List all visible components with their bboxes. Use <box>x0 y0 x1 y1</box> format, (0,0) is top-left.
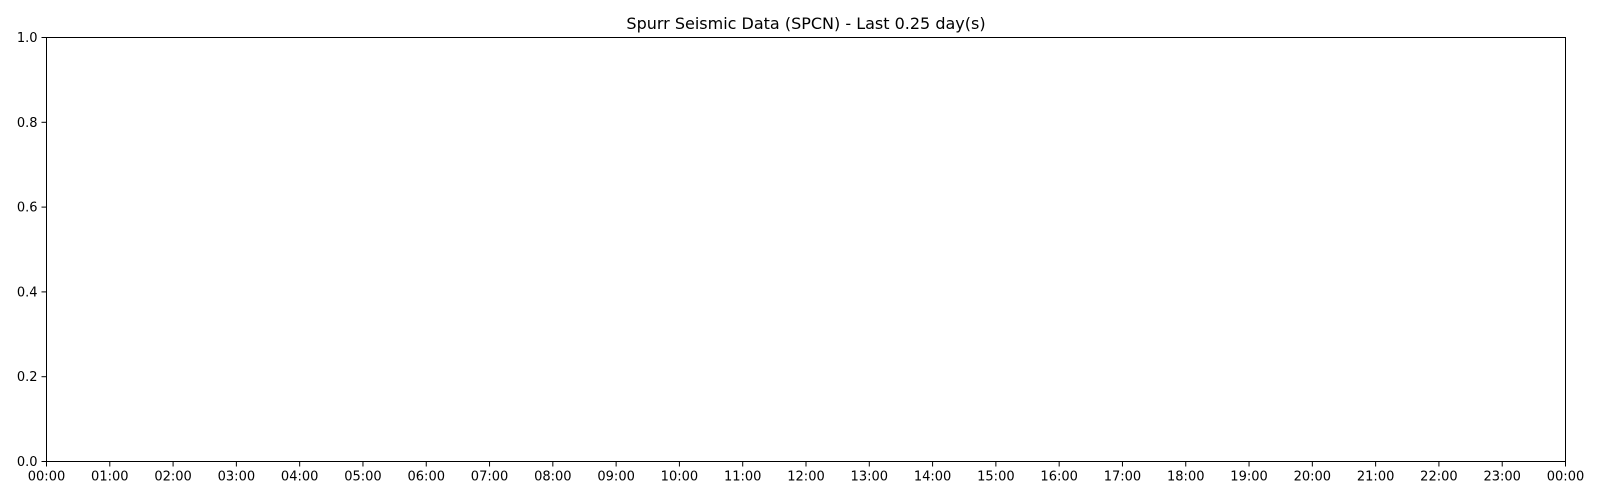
y-tick-label: 0.4 <box>17 285 38 300</box>
y-tick-label: 0.6 <box>17 201 38 216</box>
y-tick-label: 1.0 <box>17 31 38 46</box>
x-tick-label: 03:00 <box>218 470 255 485</box>
x-tick-label: 12:00 <box>787 470 824 485</box>
x-tick-label: 16:00 <box>1040 470 1077 485</box>
x-tick-label: 02:00 <box>154 470 191 485</box>
x-tick-label: 01:00 <box>91 470 128 485</box>
x-tick-label: 00:00 <box>28 470 65 485</box>
x-tick-label: 00:00 <box>1547 470 1584 485</box>
x-tick-label: 19:00 <box>1230 470 1267 485</box>
x-tick-label: 06:00 <box>408 470 445 485</box>
y-tick-label: 0.8 <box>17 116 38 131</box>
x-tick-label: 22:00 <box>1420 470 1457 485</box>
x-tick-label: 13:00 <box>851 470 888 485</box>
y-tick-label: 0.0 <box>17 455 38 470</box>
plot-area <box>46 37 1566 462</box>
x-tick-label: 18:00 <box>1167 470 1204 485</box>
x-tick-label: 04:00 <box>281 470 318 485</box>
x-tick-label: 07:00 <box>471 470 508 485</box>
x-tick-label: 09:00 <box>597 470 634 485</box>
chart-title: Spurr Seismic Data (SPCN) - Last 0.25 da… <box>626 14 985 33</box>
y-tick-label: 0.2 <box>17 370 38 385</box>
x-tick-label: 15:00 <box>977 470 1014 485</box>
x-tick-label: 17:00 <box>1104 470 1141 485</box>
x-tick-label: 21:00 <box>1357 470 1394 485</box>
x-axis: 00:00 01:00 02:00 03:00 04:00 05:00 06:00 07:00… <box>28 461 1584 485</box>
x-tick-label: 08:00 <box>534 470 571 485</box>
x-tick-label: 05:00 <box>344 470 381 485</box>
x-tick-label: 10:00 <box>661 470 698 485</box>
x-tick-label: 14:00 <box>914 470 951 485</box>
x-tick-label: 11:00 <box>724 470 761 485</box>
y-axis: 0.0 0.2 0.4 0.6 0.8 1.0 <box>17 31 47 470</box>
x-tick-label: 20:00 <box>1294 470 1331 485</box>
x-tick-label: 23:00 <box>1483 470 1520 485</box>
